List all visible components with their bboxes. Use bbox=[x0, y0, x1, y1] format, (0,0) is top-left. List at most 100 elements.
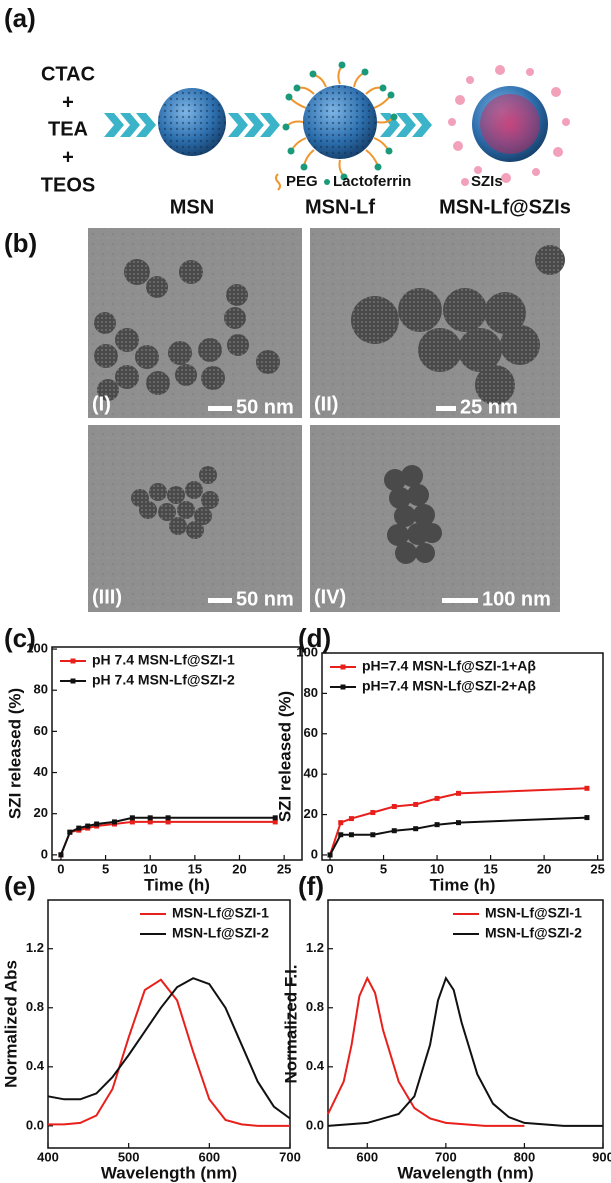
x-tick-label: 20 bbox=[537, 861, 551, 876]
legend-label: MSN-Lf@SZI-2 bbox=[172, 925, 269, 941]
data-point bbox=[147, 815, 153, 821]
reagent: CTAC bbox=[41, 63, 95, 85]
data-point bbox=[370, 810, 376, 816]
data-line bbox=[59, 816, 276, 856]
scale-bar-label: 100 nm bbox=[482, 588, 551, 610]
legend-label: pH=7.4 MSN-Lf@SZI-1+Aβ bbox=[362, 658, 536, 674]
x-axis-label: Time (h) bbox=[144, 875, 210, 894]
data-line bbox=[47, 977, 291, 1120]
data-point bbox=[413, 826, 419, 832]
panel-label: (b) bbox=[4, 228, 37, 258]
y-axis-label: SZI released (%) bbox=[5, 688, 24, 819]
x-tick-label: 900 bbox=[592, 1149, 611, 1164]
data-point bbox=[327, 852, 333, 858]
x-tick-label: 400 bbox=[37, 1149, 59, 1164]
x-axis-label: Wavelength (nm) bbox=[101, 1163, 237, 1182]
y-axis-label: Normalized F.I. bbox=[281, 964, 300, 1083]
tem-image: (II) 25 nm bbox=[310, 228, 565, 418]
data-point bbox=[76, 825, 82, 831]
data-point bbox=[391, 828, 397, 834]
plot-frame bbox=[47, 899, 291, 1149]
reagent: + bbox=[62, 91, 74, 113]
tem-label: (II) bbox=[314, 393, 338, 415]
x-tick-label: 0 bbox=[326, 861, 333, 876]
y-axis-label: SZI released (%) bbox=[275, 691, 294, 822]
tem-image: (IV) 100 nm bbox=[310, 425, 560, 612]
tem-label: (III) bbox=[92, 586, 122, 608]
legend-marker bbox=[340, 684, 346, 690]
x-axis-label: Wavelength (nm) bbox=[397, 1163, 533, 1182]
x-tick-label: 10 bbox=[143, 861, 157, 876]
y-tick-label: 20 bbox=[304, 806, 318, 821]
panel-label: (a) bbox=[4, 3, 36, 33]
x-tick-label: 15 bbox=[188, 861, 202, 876]
legend-text: PEG bbox=[286, 173, 318, 190]
data-point bbox=[147, 819, 153, 825]
x-tick-label: 25 bbox=[590, 861, 604, 876]
y-tick-label: 40 bbox=[304, 766, 318, 781]
data-point bbox=[455, 820, 461, 826]
y-tick-label: 0.4 bbox=[26, 1058, 45, 1073]
x-tick-label: 700 bbox=[435, 1149, 457, 1164]
x-axis-label: Time (h) bbox=[430, 875, 496, 894]
x-tick-label: 600 bbox=[198, 1149, 220, 1164]
y-axis-label: Normalized Abs bbox=[1, 960, 20, 1088]
legend-marker bbox=[340, 664, 346, 670]
product-label: MSN-Lf bbox=[305, 196, 375, 218]
arrow bbox=[104, 113, 432, 137]
x-tick-label: 10 bbox=[430, 861, 444, 876]
data-point bbox=[370, 832, 376, 838]
data-point bbox=[85, 823, 91, 829]
x-tick-label: 700 bbox=[279, 1149, 301, 1164]
data-point bbox=[413, 801, 419, 807]
data-point bbox=[129, 815, 135, 821]
legend-text: Lactoferrin bbox=[333, 173, 411, 190]
y-tick-label: 100 bbox=[296, 644, 318, 659]
legend-label: MSN-Lf@SZI-2 bbox=[485, 925, 582, 941]
data-point bbox=[434, 795, 440, 801]
y-tick-label: 0.8 bbox=[306, 999, 324, 1014]
y-tick-label: 0.4 bbox=[306, 1058, 325, 1073]
x-tick-label: 5 bbox=[102, 861, 109, 876]
scale-bar-label: 50 nm bbox=[236, 588, 294, 610]
msn-lf-sphere bbox=[282, 61, 398, 181]
panel-label: (e) bbox=[4, 871, 36, 901]
y-tick-label: 80 bbox=[34, 682, 48, 697]
legend-label: pH 7.4 MSN-Lf@SZI-1 bbox=[92, 652, 235, 668]
data-point bbox=[58, 852, 64, 858]
panel-label: (d) bbox=[298, 623, 331, 653]
schematic: CTAC + TEA + TEOS MSN MSN-Lf MSN-Lf@SZIs… bbox=[41, 61, 571, 218]
product-label: MSN bbox=[170, 196, 214, 218]
plot-frame bbox=[327, 899, 604, 1149]
legend-label: MSN-Lf@SZI-1 bbox=[485, 905, 582, 921]
plot-frame bbox=[321, 652, 604, 861]
tem-label: (I) bbox=[92, 393, 111, 415]
plot-frame bbox=[51, 646, 303, 861]
tem-image: (I) 50 nm bbox=[88, 228, 302, 418]
data-point bbox=[94, 821, 100, 827]
legend-text: SZIs bbox=[471, 173, 503, 190]
data-point bbox=[584, 785, 590, 791]
panel-label: (f) bbox=[298, 871, 324, 901]
y-tick-label: 40 bbox=[34, 764, 48, 779]
y-tick-label: 20 bbox=[34, 805, 48, 820]
y-tick-label: 60 bbox=[34, 723, 48, 738]
data-point bbox=[165, 815, 171, 821]
y-tick-label: 0.0 bbox=[26, 1117, 44, 1132]
x-tick-label: 0 bbox=[57, 861, 64, 876]
data-point bbox=[391, 803, 397, 809]
data-point bbox=[165, 819, 171, 825]
tem-image: (III) 50 nm bbox=[88, 425, 302, 612]
tem-label: (IV) bbox=[314, 586, 346, 608]
y-tick-label: 100 bbox=[26, 640, 48, 655]
data-line bbox=[327, 975, 525, 1127]
data-point bbox=[67, 829, 73, 835]
x-tick-label: 25 bbox=[277, 861, 291, 876]
x-tick-label: 500 bbox=[118, 1149, 140, 1164]
legend-marker bbox=[70, 658, 76, 664]
data-line bbox=[59, 820, 276, 856]
panel-label: (c) bbox=[4, 623, 36, 653]
y-tick-label: 1.2 bbox=[26, 940, 44, 955]
msn-sphere bbox=[158, 88, 226, 156]
